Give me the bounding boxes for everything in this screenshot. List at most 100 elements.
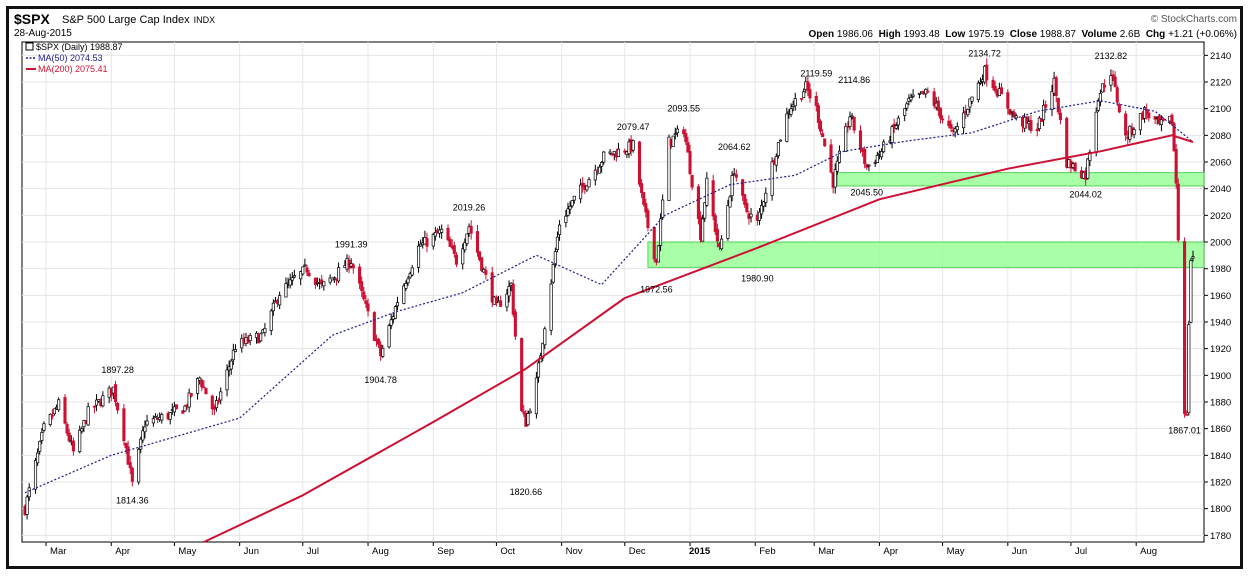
- price-bar-body: [557, 224, 562, 235]
- price-bar-body: [475, 231, 480, 253]
- support-zone: [647, 241, 1205, 268]
- price-bar-body: [433, 232, 437, 237]
- price-bar-body: [522, 411, 526, 414]
- price-annotation: 2079.47: [617, 122, 650, 132]
- x-tick-label: Jul: [307, 546, 319, 557]
- price-bar-body: [130, 467, 134, 482]
- price-bar-body: [225, 369, 229, 391]
- price-bar-body: [143, 426, 147, 433]
- price-bar-body: [461, 248, 465, 265]
- price-bar-body: [360, 281, 364, 291]
- price-annotation: 1991.39: [335, 239, 368, 249]
- price-bar-body: [229, 360, 233, 370]
- volume-label: Volume: [1081, 29, 1117, 40]
- ma200-line: [203, 134, 1194, 543]
- price-bar-body: [1174, 148, 1178, 184]
- exchange-label: INDX: [193, 15, 216, 25]
- price-annotation: 1972.56: [640, 285, 673, 295]
- price-bar-body: [991, 79, 995, 89]
- plot-area: [21, 41, 1205, 543]
- price-bar-body: [757, 211, 762, 221]
- price-bar-body: [187, 392, 191, 408]
- price-bar-body: [745, 202, 749, 213]
- price-annotation: 2019.26: [453, 202, 486, 212]
- price-bar-body: [646, 210, 650, 228]
- price-bar-body: [200, 379, 204, 388]
- chg-value: +1.21 (+0.06%): [1168, 29, 1237, 40]
- price-bar-body: [682, 129, 686, 135]
- price-annotation: 1867.01: [1168, 425, 1201, 435]
- price-bar-body: [1073, 162, 1077, 172]
- price-bar-body: [778, 139, 783, 142]
- price-bar-body: [1187, 324, 1191, 414]
- x-tick-label: Mar: [818, 546, 834, 557]
- price-bar-body: [673, 133, 677, 135]
- price-bar-body: [896, 117, 900, 126]
- price-bar-body: [597, 166, 602, 174]
- price-bar-body: [776, 142, 780, 157]
- price-bar-body: [1183, 241, 1187, 414]
- price-bar-body: [494, 296, 498, 304]
- y-tick-label: 2100: [1210, 104, 1231, 115]
- x-axis: Mar Apr May Jun Jul Aug Sep Oct Nov Dec 2015 Feb Mar…: [45, 542, 1157, 557]
- price-bar-body: [850, 115, 854, 118]
- support-zone: [836, 172, 1205, 187]
- price-bar-body: [566, 208, 570, 216]
- price-bar-body: [1145, 109, 1149, 115]
- price-bar-body: [151, 418, 155, 424]
- price-bar-body: [78, 429, 82, 452]
- y-tick-label: 2060: [1210, 158, 1231, 169]
- price-bar-body: [701, 218, 705, 242]
- y-tick-label: 1940: [1210, 318, 1231, 329]
- price-bar-body: [652, 226, 656, 260]
- price-bar-body: [358, 266, 362, 284]
- price-bar-body: [189, 393, 193, 397]
- low-label: Low: [945, 29, 966, 40]
- price-bar-body: [128, 462, 132, 469]
- price-bar-body: [1054, 77, 1058, 96]
- y-tick-label: 2120: [1210, 78, 1231, 89]
- price-bar-body: [381, 347, 385, 357]
- x-tick-label: Apr: [115, 546, 130, 557]
- price-bar-body: [661, 199, 665, 218]
- x-tick-label: Nov: [566, 546, 583, 557]
- close-label: Close: [1009, 29, 1038, 40]
- price-bar-body: [337, 267, 341, 282]
- price-bar-body: [528, 410, 532, 414]
- price-bar-body: [816, 105, 820, 124]
- price-bar-body: [978, 81, 982, 84]
- price-bar-body: [1170, 114, 1174, 125]
- price-bar-body: [818, 121, 823, 132]
- y-tick-label: 2080: [1210, 131, 1231, 142]
- price-bar-body: [1191, 256, 1195, 259]
- price-bar-body: [608, 151, 612, 154]
- price-bar-body: [52, 408, 57, 415]
- price-bar-body: [867, 164, 871, 167]
- price-bar-body: [48, 413, 52, 425]
- x-tick-label: Sep: [437, 546, 454, 557]
- price-bar-body: [454, 254, 458, 265]
- y-tick-label: 1920: [1210, 344, 1231, 355]
- price-bar-body: [172, 406, 176, 413]
- price-bar-body: [181, 410, 185, 414]
- index-name-text: S&P 500 Large Cap Index: [62, 14, 190, 26]
- price-bar-body: [212, 406, 216, 410]
- price-bar-body: [36, 452, 40, 464]
- price-bar-body: [469, 225, 473, 234]
- price-bar-body: [1035, 128, 1039, 132]
- price-annotation: 2045.50: [851, 187, 884, 197]
- price-bar-body: [307, 272, 311, 276]
- price-bar-body: [579, 184, 583, 200]
- price-bar-body: [1161, 118, 1166, 121]
- price-bar-body: [313, 277, 317, 286]
- price-bar-body: [137, 449, 141, 483]
- price-bars: [23, 58, 1195, 520]
- y-tick-label: 1840: [1210, 451, 1231, 462]
- price-bar-body: [806, 81, 810, 91]
- price-bar-body: [947, 120, 951, 127]
- price-bar-body: [231, 349, 235, 361]
- brand-watermark[interactable]: © StockCharts.com: [1150, 14, 1237, 25]
- price-bar-body: [675, 128, 679, 134]
- price-bar-body: [549, 283, 553, 331]
